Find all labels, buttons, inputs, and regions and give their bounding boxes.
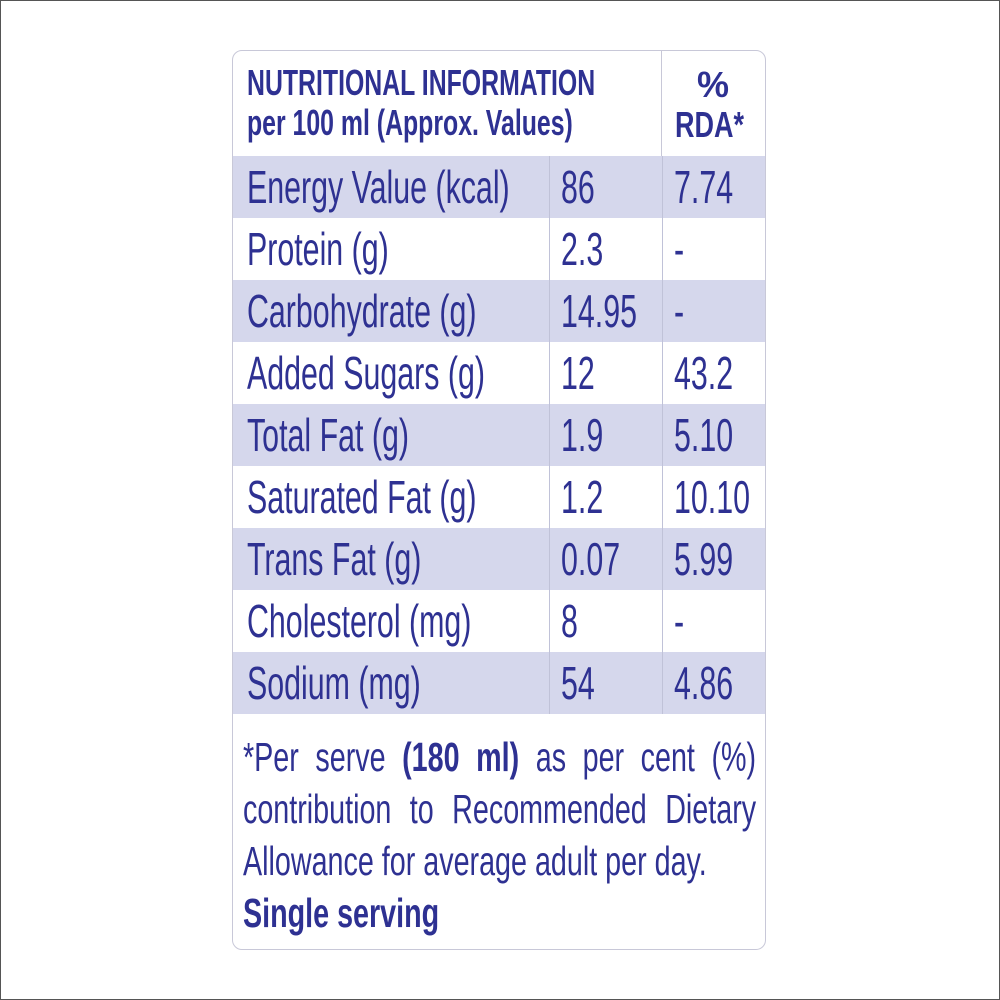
table-cell: 5.99 [662, 528, 765, 590]
cell-text: Total Fat (g) [247, 409, 409, 461]
cell-text: 54 [561, 657, 595, 709]
cell-text: Protein (g) [247, 223, 389, 275]
text: per 100 ml (Approx. Values) [247, 102, 573, 143]
text: RDA* [675, 104, 745, 145]
footnote: *Per serve (180 ml) as per cent (%) cont… [243, 731, 756, 939]
header-line: % [696, 64, 729, 105]
table-cell: 5.10 [662, 404, 765, 466]
table-row: Trans Fat (g) 0.07 5.99 [233, 528, 765, 590]
cell-text: 1.9 [561, 409, 604, 461]
table-row: Total Fat (g) 1.9 5.10 [233, 404, 765, 466]
table-cell: - [662, 280, 765, 342]
cell-text: 43.2 [674, 347, 734, 399]
cell-text: - [674, 595, 685, 647]
table-cell: 10.10 [662, 466, 765, 528]
table-row: Saturated Fat (g) 1.2 10.10 [233, 466, 765, 528]
table-cell: Trans Fat (g) [233, 528, 550, 590]
cell-text: Sodium (mg) [247, 657, 421, 709]
cell-text: 14.95 [561, 285, 637, 337]
header-rda: % RDA* [661, 51, 765, 156]
cell-text: 10.10 [674, 471, 750, 523]
cell-text: 86 [561, 161, 595, 213]
table-cell: 14.95 [549, 280, 663, 342]
cell-text: - [674, 285, 685, 337]
header-line: RDA* [675, 104, 765, 145]
table-cell: 54 [549, 652, 663, 714]
table-cell: 43.2 [662, 342, 765, 404]
footnote-bold: (180 ml) [402, 734, 520, 780]
cell-text: - [674, 223, 685, 275]
cell-text: Added Sugars (g) [247, 347, 485, 399]
table-cell: 7.74 [662, 156, 765, 218]
table-cell: 12 [549, 342, 663, 404]
cell-text: 4.86 [674, 657, 734, 709]
cell-text: 0.07 [561, 533, 621, 585]
cell-text: 1.2 [561, 471, 604, 523]
table-cell: Sodium (mg) [233, 652, 550, 714]
cell-text: 7.74 [674, 161, 734, 213]
table-cell: 86 [549, 156, 663, 218]
table-cell: 0.07 [549, 528, 663, 590]
table-cell: 1.9 [549, 404, 663, 466]
table-cell: 2.3 [549, 218, 663, 280]
cell-text: 5.99 [674, 533, 734, 585]
table-cell: - [662, 590, 765, 652]
cell-text: Cholesterol (mg) [247, 595, 472, 647]
cell-text: 5.10 [674, 409, 734, 461]
footnote-text: *Per serve [243, 734, 403, 780]
nutrition-label: NUTRITIONAL INFORMATION per 100 ml (Appr… [232, 50, 766, 950]
table-cell: Cholesterol (mg) [233, 590, 550, 652]
table-cell: 8 [549, 590, 663, 652]
cell-text: 12 [561, 347, 595, 399]
cell-text: Energy Value (kcal) [247, 161, 510, 213]
cell-text: 2.3 [561, 223, 604, 275]
footnote-text: as per cent (%) contribution to Recommen… [243, 734, 757, 884]
header-line: NUTRITIONAL INFORMATION [247, 63, 752, 103]
table-row: Protein (g) 2.3 - [233, 218, 765, 280]
table-cell: 1.2 [549, 466, 663, 528]
text: NUTRITIONAL INFORMATION [247, 62, 596, 103]
table-cell: Added Sugars (g) [233, 342, 550, 404]
table-cell: - [662, 218, 765, 280]
table-row: Energy Value (kcal) 86 7.74 [233, 156, 765, 218]
table-cell: Carbohydrate (g) [233, 280, 550, 342]
header-line: per 100 ml (Approx. Values) [247, 103, 719, 143]
table-cell: Energy Value (kcal) [233, 156, 550, 218]
cell-text: Trans Fat (g) [247, 533, 422, 585]
table-cell: Protein (g) [233, 218, 550, 280]
cell-text: 8 [561, 595, 578, 647]
header-title: NUTRITIONAL INFORMATION per 100 ml (Appr… [233, 51, 662, 156]
cell-text: Carbohydrate (g) [247, 285, 477, 337]
table-row: Sodium (mg) 54 4.86 [233, 652, 765, 714]
cell-text: Saturated Fat (g) [247, 471, 477, 523]
table-row: Cholesterol (mg) 8 - [233, 590, 765, 652]
table-cell: Total Fat (g) [233, 404, 550, 466]
table-cell: Saturated Fat (g) [233, 466, 550, 528]
table-row: Added Sugars (g) 12 43.2 [233, 342, 765, 404]
footnote-bold: Single serving [243, 890, 440, 936]
table-cell: 4.86 [662, 652, 765, 714]
table-row: Carbohydrate (g) 14.95- [233, 280, 765, 342]
